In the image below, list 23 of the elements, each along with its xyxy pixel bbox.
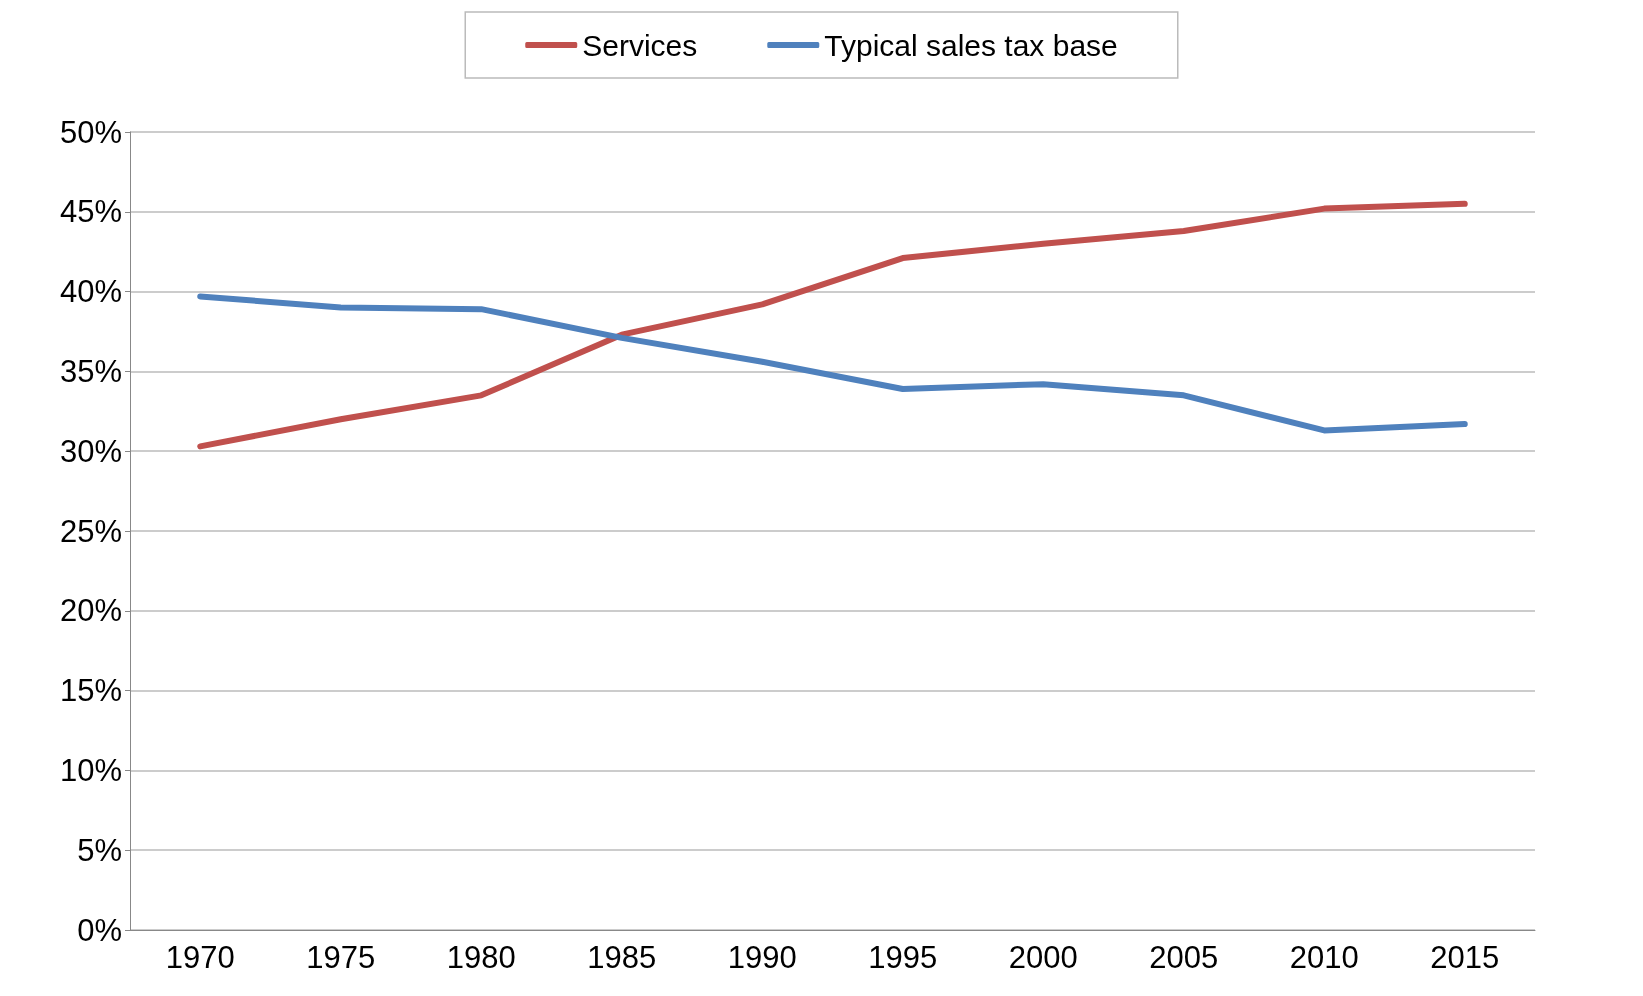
x-tick-label: 2005 bbox=[1149, 940, 1219, 975]
y-tick-label: 20% bbox=[59, 593, 122, 629]
x-tick-label: 1970 bbox=[165, 940, 235, 975]
y-tick-label: 10% bbox=[59, 752, 122, 788]
y-tick-label: 45% bbox=[59, 194, 122, 230]
y-tick-label: 25% bbox=[59, 513, 122, 549]
y-tick-label: 5% bbox=[77, 832, 122, 868]
x-tick-label: 1990 bbox=[727, 940, 797, 975]
x-tick-label: 1995 bbox=[868, 940, 938, 975]
y-tick-label: 30% bbox=[59, 433, 122, 469]
x-tick-label: 1985 bbox=[587, 940, 657, 975]
x-tick-label: 1980 bbox=[446, 940, 516, 975]
y-tick-label: 40% bbox=[59, 274, 122, 310]
y-tick-label: 35% bbox=[59, 353, 122, 389]
y-tick-label: 15% bbox=[59, 673, 122, 709]
x-tick-label: 2010 bbox=[1289, 940, 1359, 975]
x-tick-label: 1975 bbox=[306, 940, 376, 975]
legend-label: Services bbox=[582, 28, 698, 62]
x-tick-label: 2000 bbox=[1008, 940, 1078, 975]
x-tick-label: 2015 bbox=[1430, 940, 1500, 975]
legend-label: Typical sales tax base bbox=[824, 28, 1118, 62]
y-tick-label: 0% bbox=[77, 912, 122, 948]
y-tick-label: 50% bbox=[59, 114, 122, 150]
